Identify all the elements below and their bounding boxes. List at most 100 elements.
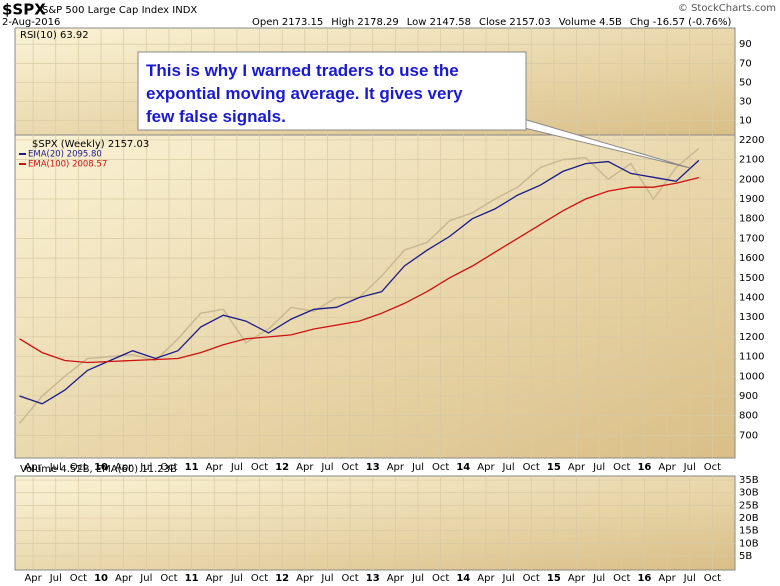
y-tick-label: 900	[739, 391, 758, 402]
quote: Open 2173.15 High 2178.29 Low 2147.58 Close…	[252, 17, 731, 28]
annotation-line: expontial moving average. It gives very	[146, 84, 463, 103]
x-tick-label: Jul	[139, 573, 152, 584]
y-tick-label: 50	[739, 77, 752, 88]
x-tick-label: 16	[637, 573, 651, 584]
symbol: $SPX	[2, 1, 46, 19]
y-tick-label: 90	[739, 39, 752, 50]
series-line	[19, 176, 699, 364]
source: © StockCharts.com	[678, 3, 776, 14]
x-tick-label: 11	[185, 462, 199, 473]
x-tick-label: Apr	[568, 573, 586, 584]
x-tick-label: Apr	[568, 462, 586, 473]
x-tick-label: Apr	[387, 462, 405, 473]
x-tick-label: Jul	[502, 462, 515, 473]
x-tick-label: Oct	[251, 573, 268, 584]
x-tick-label: Oct	[341, 573, 358, 584]
y-tick-label: 700	[739, 430, 758, 441]
legend-swatch	[19, 153, 26, 155]
x-tick-label: 12	[275, 573, 289, 584]
legend-entry: EMA(20) 2095.80	[28, 150, 102, 160]
x-tick-label: Jul	[683, 573, 696, 584]
y-tick-label: 1100	[739, 352, 764, 363]
x-tick-label: 10	[94, 462, 108, 473]
quote-item: Close 2157.03	[479, 17, 551, 28]
quote-item: Chg -16.57 (-0.76%)	[630, 17, 732, 28]
y-tick-label: 1900	[739, 194, 764, 205]
x-tick-label: Apr	[477, 462, 495, 473]
y-tick-label: 2000	[739, 174, 764, 185]
x-tick-label: Jul	[502, 573, 515, 584]
x-tick-label: Oct	[704, 573, 721, 584]
quote-item: Low 2147.58	[407, 17, 471, 28]
x-tick-label: Apr	[387, 573, 405, 584]
y-tick-label: 15B	[739, 526, 759, 537]
x-tick-label: Apr	[658, 573, 676, 584]
x-tick-label: Apr	[24, 573, 42, 584]
volume-label: Volume 4.52B, EMA(60) 11.23B	[20, 464, 177, 475]
y-tick-label: 5B	[739, 551, 752, 562]
x-tick-label: 14	[456, 462, 470, 473]
x-tick-label: Oct	[704, 462, 721, 473]
y-tick-label: 1600	[739, 253, 764, 264]
x-tick-label: 11	[185, 573, 199, 584]
legend-entry: $SPX (Weekly) 2157.03	[32, 139, 149, 150]
x-tick-label: Jul	[411, 462, 424, 473]
y-tick-label: 30	[739, 97, 752, 108]
x-tick-label: Apr	[477, 573, 495, 584]
series-line	[19, 159, 700, 405]
x-tick-label: Oct	[70, 462, 87, 473]
x-tick-label: 15	[547, 462, 561, 473]
x-tick-label: Jul	[320, 462, 333, 473]
x-tick-label: 13	[366, 462, 380, 473]
annotation-line: This is why I warned traders to use the	[146, 61, 459, 80]
x-tick-label: Apr	[296, 573, 314, 584]
y-tick-label: 35B	[739, 475, 759, 486]
x-tick-label: Apr	[115, 462, 133, 473]
x-tick-label: Oct	[523, 462, 540, 473]
x-tick-label: 16	[637, 462, 651, 473]
y-tick-label: 800	[739, 411, 758, 422]
y-tick-label: 2100	[739, 155, 764, 166]
y-tick-label: 1700	[739, 233, 764, 244]
price-panel	[14, 134, 736, 459]
x-tick-label: Jul	[683, 462, 696, 473]
y-tick-label: 70	[739, 58, 752, 69]
x-tick-label: Oct	[160, 462, 177, 473]
x-tick-label: 10	[94, 573, 108, 584]
x-tick-label: Jul	[411, 573, 424, 584]
y-tick-label: 2200	[739, 135, 764, 146]
x-tick-label: Oct	[432, 462, 449, 473]
x-tick-label: 13	[366, 573, 380, 584]
x-tick-label: 15	[547, 573, 561, 584]
x-tick-label: Oct	[70, 573, 87, 584]
quote-item: Open 2173.15	[252, 17, 323, 28]
x-tick-label: Jul	[592, 573, 605, 584]
x-tick-label: Jul	[49, 462, 62, 473]
x-tick-label: Oct	[341, 462, 358, 473]
y-tick-label: 10	[739, 116, 752, 127]
legend-entry: EMA(100) 2008.57	[28, 160, 107, 170]
x-tick-label: Oct	[523, 573, 540, 584]
x-tick-label: Oct	[613, 573, 630, 584]
x-tick-label: Oct	[613, 462, 630, 473]
x-tick-label: Jul	[592, 462, 605, 473]
y-tick-label: 1400	[739, 292, 764, 303]
x-tick-label: 14	[456, 573, 470, 584]
y-tick-label: 1200	[739, 332, 764, 343]
x-tick-label: Apr	[206, 462, 224, 473]
y-tick-label: 1000	[739, 371, 764, 382]
annotation-box	[137, 51, 527, 131]
subtitle: S&P 500 Large Cap Index INDX	[42, 5, 197, 16]
legend-swatch	[19, 163, 26, 165]
x-tick-label: Jul	[139, 462, 152, 473]
x-tick-label: Jul	[320, 573, 333, 584]
y-tick-label: 25B	[739, 500, 759, 511]
x-tick-label: Jul	[49, 573, 62, 584]
x-tick-label: Oct	[251, 462, 268, 473]
y-tick-label: 1300	[739, 312, 764, 323]
x-tick-label: Apr	[24, 462, 42, 473]
y-tick-label: 1500	[739, 273, 764, 284]
volume-panel	[14, 475, 736, 571]
annotation-line: few false signals.	[146, 107, 286, 126]
